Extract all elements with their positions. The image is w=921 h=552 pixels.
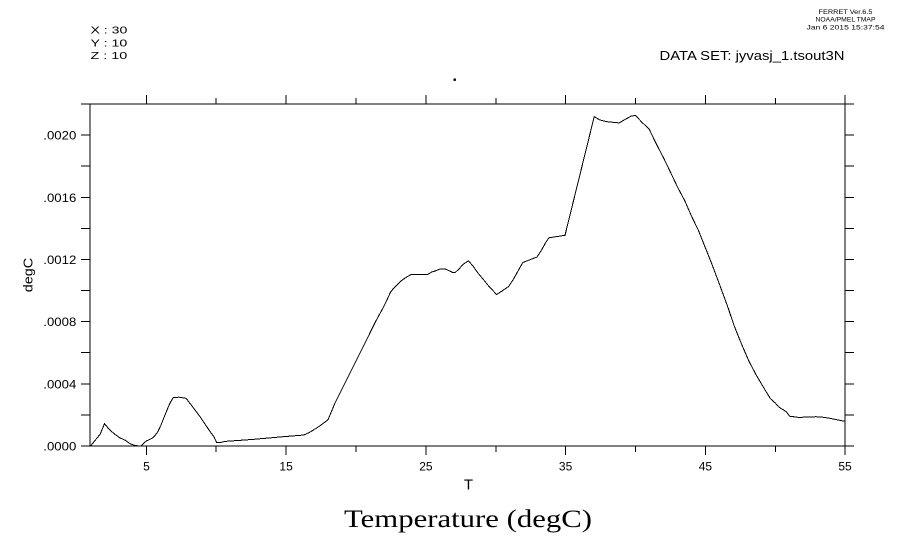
svg-text:Temperature (degC): Temperature (degC) (344, 506, 592, 533)
svg-text:NOAA/PMEL TMAP: NOAA/PMEL TMAP (816, 17, 876, 24)
svg-text:T: T (464, 477, 473, 494)
svg-text:X : 30: X : 30 (91, 25, 128, 37)
svg-text:.0020: .0020 (43, 129, 76, 143)
svg-text:Y : 10: Y : 10 (91, 38, 128, 50)
svg-text:5: 5 (143, 460, 150, 474)
svg-text:DATA SET: jyvasj_1.tsout3N: DATA SET: jyvasj_1.tsout3N (660, 48, 845, 63)
svg-text:Jan 6 2015 15:37:54: Jan 6 2015 15:37:54 (807, 24, 885, 31)
svg-text:55: 55 (838, 460, 852, 474)
svg-text:15: 15 (279, 460, 293, 474)
svg-text:Z : 10: Z : 10 (91, 50, 128, 62)
svg-text:25: 25 (419, 460, 433, 474)
svg-text:.0004: .0004 (43, 377, 76, 391)
svg-text:45: 45 (699, 460, 713, 474)
svg-text:.0000: .0000 (43, 440, 76, 454)
svg-text:35: 35 (559, 460, 573, 474)
svg-text:degC: degC (22, 258, 36, 293)
svg-text:.0016: .0016 (43, 191, 76, 205)
svg-text:FERRET Ver.6.5: FERRET Ver.6.5 (819, 9, 873, 16)
svg-text:.0012: .0012 (43, 253, 76, 267)
svg-text:.0008: .0008 (43, 315, 76, 329)
